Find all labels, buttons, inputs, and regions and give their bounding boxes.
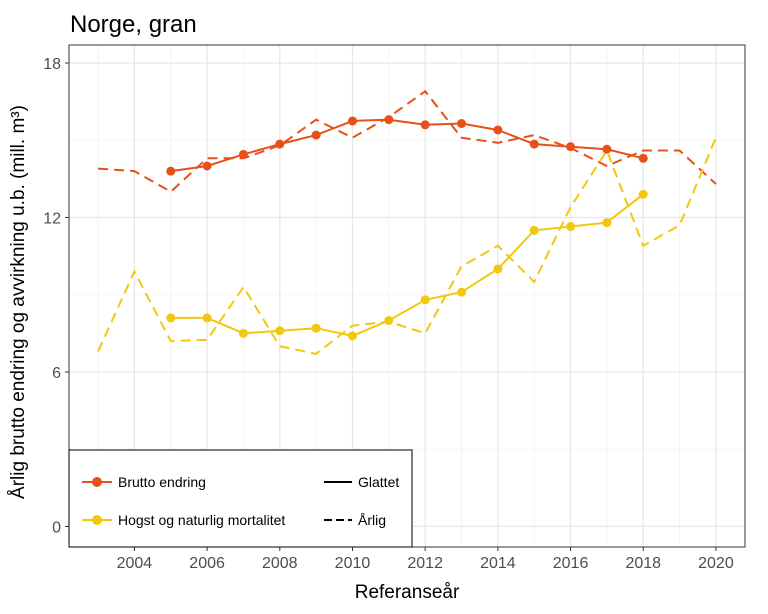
- series-1-smoothed-point: [638, 189, 648, 199]
- series-1-smoothed-point: [238, 328, 248, 338]
- series-0-smoothed-point: [602, 144, 612, 154]
- series-1-smoothed-point: [529, 225, 539, 235]
- series-0-smoothed-point: [347, 116, 357, 126]
- x-axis-title: Referanseår: [355, 582, 460, 603]
- series-0-smoothed-point: [166, 166, 176, 176]
- x-tick-label: 2012: [407, 555, 443, 572]
- series-1-smoothed-point: [275, 326, 285, 336]
- y-tick-label: 18: [43, 56, 61, 73]
- y-tick-label: 12: [43, 210, 61, 227]
- series-1-smoothed-point: [566, 221, 576, 231]
- legend-key-hogst-point: [92, 515, 102, 525]
- series-1-smoothed-point: [420, 295, 430, 305]
- x-tick-label: 2018: [625, 555, 661, 572]
- x-tick-label: 2010: [335, 555, 371, 572]
- series-1-smoothed-point: [166, 313, 176, 323]
- x-tick-label: 2020: [698, 555, 734, 572]
- legend-label-arlig: Årlig: [358, 512, 386, 528]
- series-0-smoothed-point: [275, 139, 285, 149]
- legend-label-glattet: Glattet: [358, 474, 399, 490]
- x-tick-label: 2004: [117, 555, 153, 572]
- legend-label-brutto-endring: Brutto endring: [118, 474, 206, 490]
- series-0-smoothed-point: [420, 120, 430, 130]
- series-0-smoothed-point: [457, 119, 467, 129]
- series-0-smoothed-line: [170, 118, 644, 173]
- series-0-smoothed-point: [638, 153, 648, 163]
- series-1-smoothed-point: [347, 331, 357, 341]
- series-0-smoothed-point: [529, 139, 539, 149]
- y-tick-label: 6: [52, 365, 61, 382]
- y-tick-label: 0: [52, 519, 61, 536]
- series-0-smoothed-point: [493, 125, 503, 135]
- x-tick-label: 2008: [262, 555, 298, 572]
- legend: Brutto endring Hogst og naturlig mortali…: [68, 449, 413, 548]
- legend-box: [68, 449, 413, 548]
- chart-title: Norge, gran: [70, 11, 197, 38]
- x-axis: 2004 2006 2008 2010 2012 2014 2016 2018 2020: [117, 547, 734, 572]
- series-0-smoothed-point: [202, 161, 212, 171]
- series-layer: [97, 89, 717, 355]
- series-0-smoothed-point: [384, 115, 394, 125]
- series-0-annual-line: [98, 89, 717, 193]
- y-axis-title: Årlig brutto endring og avvirkning u.b. …: [8, 105, 29, 499]
- legend-label-hogst: Hogst og naturlig mortalitet: [118, 512, 285, 528]
- legend-key-brutto-endring-point: [92, 477, 102, 487]
- series-1-smoothed-point: [384, 315, 394, 325]
- series-0-smoothed-point: [311, 130, 321, 140]
- series-1-smoothed-point: [202, 313, 212, 323]
- x-tick-label: 2014: [480, 555, 516, 572]
- x-tick-label: 2006: [189, 555, 225, 572]
- series-0-smoothed-point: [566, 142, 576, 152]
- series-1-annual-line: [97, 137, 717, 355]
- series-1-smoothed-point: [457, 287, 467, 297]
- series-1-smoothed-point: [602, 218, 612, 228]
- x-tick-label: 2016: [553, 555, 589, 572]
- series-1-smoothed-point: [493, 264, 503, 274]
- series-0-smoothed-point: [238, 149, 248, 159]
- y-axis: 0 6 12 18: [43, 56, 69, 536]
- series-1-smoothed-line: [170, 193, 644, 337]
- series-1-smoothed-point: [311, 323, 321, 333]
